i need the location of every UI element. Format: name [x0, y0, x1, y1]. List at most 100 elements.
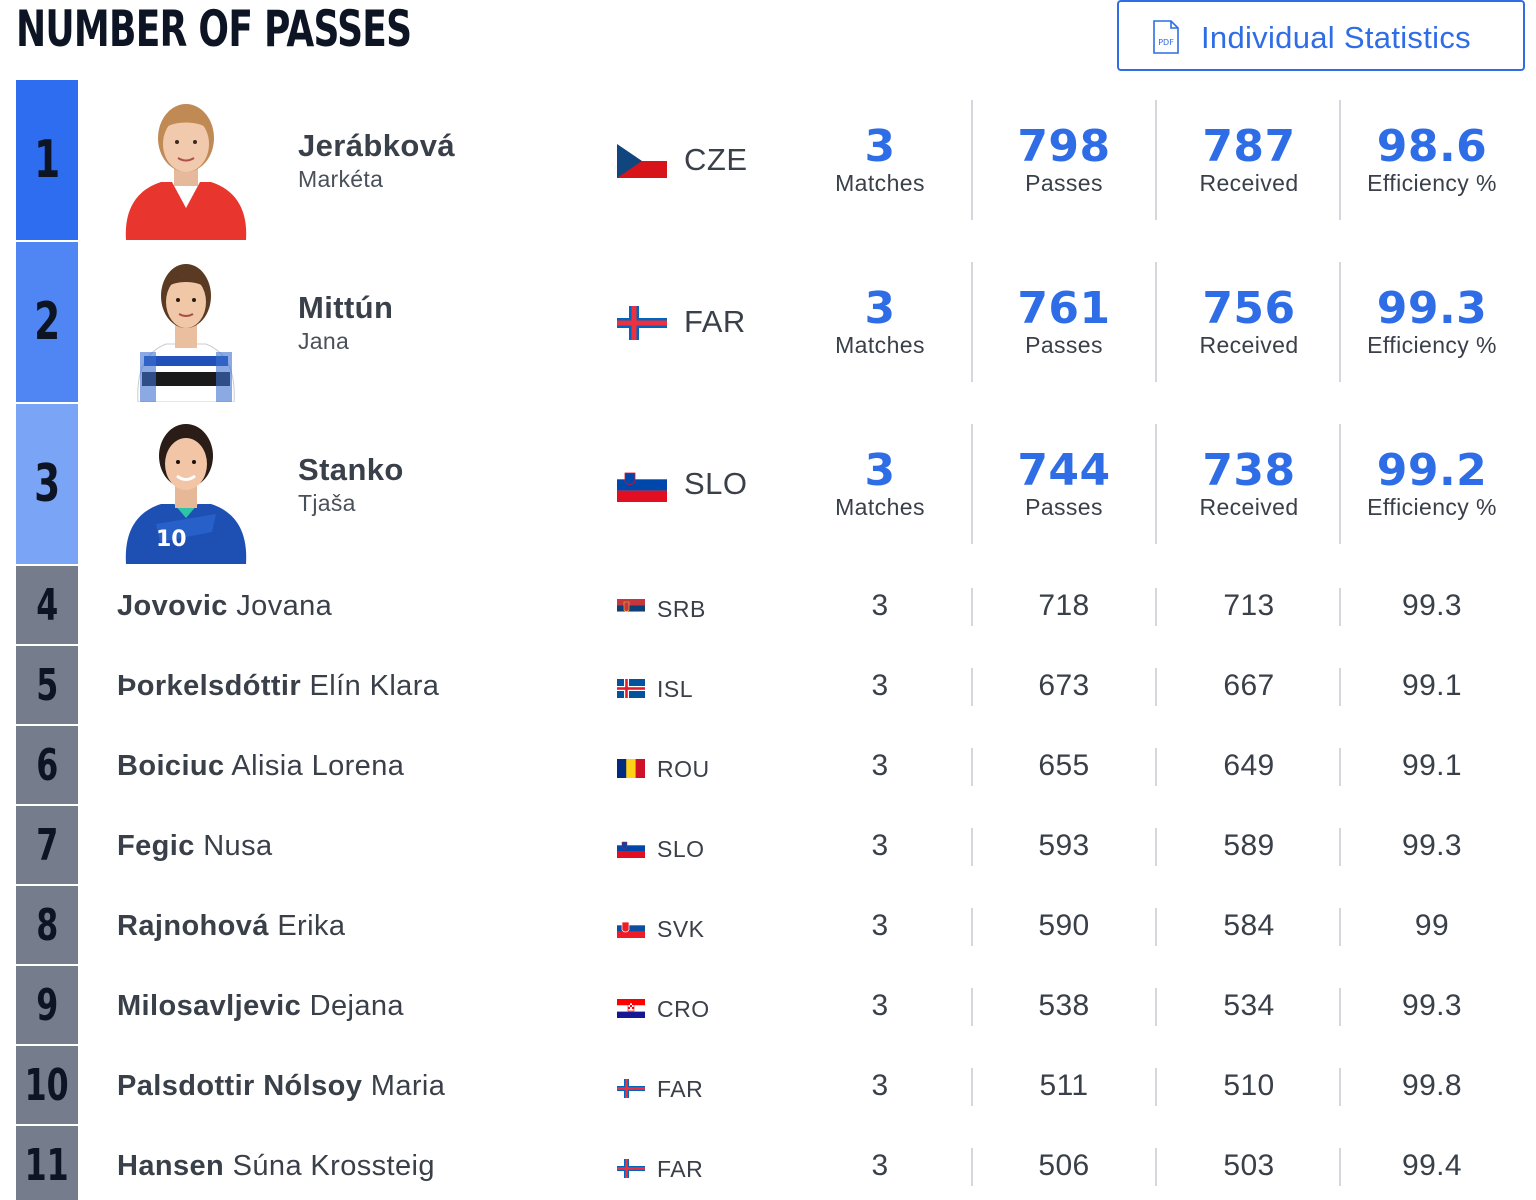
received-cell: 534 — [1223, 989, 1275, 1022]
country-code: FAR — [657, 1076, 704, 1102]
efficiency-cell: 99.4 — [1402, 1149, 1462, 1182]
column-divider — [1339, 908, 1341, 946]
passes-stat: 761 Passes — [1017, 283, 1111, 359]
matches-cell: 3 — [871, 749, 889, 782]
player-row[interactable]: 9 Milosavljevic Dejana CRO 3 538 534 99.… — [16, 966, 1536, 1046]
country-code: ISL — [657, 676, 694, 702]
column-divider — [1339, 828, 1341, 866]
efficiency-stat: 99.3 Efficiency % — [1367, 283, 1497, 359]
matches-cell: 3 — [871, 669, 889, 702]
player-row[interactable]: 4 Jovovic Jovana SRB 3 718 713 99.3 — [16, 566, 1536, 646]
column-divider — [1339, 1148, 1341, 1186]
passes-cell: 538 — [1038, 989, 1090, 1022]
country-code: SVK — [657, 916, 705, 942]
matches-cell: 3 — [871, 589, 889, 622]
player-name: Rajnohová Erika — [117, 910, 346, 942]
rank-badge: 8 — [16, 886, 78, 964]
column-divider — [1339, 748, 1341, 786]
column-divider — [971, 828, 973, 866]
column-divider — [1339, 100, 1341, 220]
passes-cell: 593 — [1038, 829, 1090, 862]
flag-slo-icon — [617, 839, 645, 858]
country-code: FAR — [657, 1156, 704, 1182]
flag-isl-icon — [617, 679, 645, 698]
received-cell: 510 — [1223, 1069, 1275, 1102]
top-player-row[interactable]: 2 Mittún Jana FAR 3 Matches 761 Passes 756… — [16, 242, 1536, 404]
column-divider — [1155, 828, 1157, 866]
passes-stat: 744 Passes — [1017, 445, 1111, 521]
column-divider — [1155, 424, 1157, 544]
flag-slo-icon — [617, 468, 667, 502]
received-cell: 713 — [1223, 589, 1275, 622]
matches-cell: 3 — [871, 829, 889, 862]
flag-cro-icon — [617, 999, 645, 1018]
passes-cell: 511 — [1039, 1069, 1089, 1102]
efficiency-cell: 99 — [1414, 909, 1450, 942]
player-row[interactable]: 6 Boiciuc Alisia Lorena ROU 3 655 649 99… — [16, 726, 1536, 806]
matches-stat: 3 Matches — [835, 283, 925, 359]
received-cell: 649 — [1223, 749, 1275, 782]
column-divider — [1155, 262, 1157, 382]
column-divider — [1155, 748, 1157, 786]
pdf-button-label: Individual Statistics — [1201, 20, 1471, 55]
column-divider — [1155, 908, 1157, 946]
flag-far-icon — [617, 1079, 645, 1098]
flag-far-icon — [617, 1159, 645, 1178]
column-divider — [971, 988, 973, 1026]
player-row[interactable]: 7 Fegic Nusa SLO 3 593 589 99.3 — [16, 806, 1536, 886]
player-name: Boiciuc Alisia Lorena — [117, 750, 405, 782]
efficiency-cell: 99.1 — [1402, 749, 1462, 782]
player-name: Jovovic Jovana — [117, 590, 333, 622]
column-divider — [1339, 668, 1341, 706]
player-row[interactable]: 10 Palsdottir Nólsoy Maria FAR 3 511 510… — [16, 1046, 1536, 1126]
column-divider — [1339, 1068, 1341, 1106]
rank-badge: 11 — [16, 1126, 78, 1200]
column-divider — [971, 424, 973, 544]
player-name: Hansen Súna Krossteig — [117, 1150, 435, 1182]
flag-rou-icon — [617, 759, 645, 778]
svg-text:PDF: PDF — [1158, 38, 1174, 47]
received-stat: 787 Received — [1199, 121, 1299, 197]
player-surname: Mittún — [298, 290, 394, 325]
received-cell: 503 — [1223, 1149, 1275, 1182]
flag-cze-icon — [617, 144, 667, 178]
rank-badge: 6 — [16, 726, 78, 804]
flag-far-icon — [617, 306, 667, 340]
column-divider — [1155, 1068, 1157, 1106]
country-code: CZE — [684, 142, 748, 177]
matches-cell: 3 — [871, 1149, 889, 1182]
player-row[interactable]: 5 Þorkelsdóttir Elín Klara ISL 3 673 667… — [16, 646, 1536, 726]
player-firstname: Markéta — [298, 166, 384, 192]
individual-statistics-pdf-button[interactable]: PDF Individual Statistics — [1117, 0, 1525, 71]
column-divider — [1155, 100, 1157, 220]
rank-badge: 2 — [16, 242, 78, 402]
rank-badge: 1 — [16, 80, 78, 240]
efficiency-cell: 99.3 — [1402, 589, 1462, 622]
country-code: ROU — [657, 756, 710, 782]
column-divider — [1155, 588, 1157, 626]
received-stat: 738 Received — [1199, 445, 1299, 521]
passes-cell: 506 — [1038, 1149, 1090, 1182]
top-player-row[interactable]: 3 10 Stanko Tjaša SLO 3 Matches 744 Passes… — [16, 404, 1536, 566]
matches-cell: 3 — [871, 989, 889, 1022]
country-code: FAR — [684, 304, 746, 339]
matches-cell: 3 — [871, 909, 889, 942]
passes-cell: 590 — [1038, 909, 1090, 942]
country-code: CRO — [657, 996, 710, 1022]
column-divider — [971, 1068, 973, 1106]
player-photo: 10 — [125, 424, 247, 564]
passes-stat: 798 Passes — [1017, 121, 1111, 197]
column-divider — [1155, 668, 1157, 706]
column-divider — [1339, 588, 1341, 626]
rank-badge: 4 — [16, 566, 78, 644]
player-photo — [137, 264, 235, 402]
rank-badge: 3 — [16, 404, 78, 564]
column-divider — [971, 262, 973, 382]
player-row[interactable]: 8 Rajnohová Erika SVK 3 590 584 99 — [16, 886, 1536, 966]
player-name: Palsdottir Nólsoy Maria — [117, 1070, 446, 1102]
country-code: SLO — [657, 836, 705, 862]
svg-text:10: 10 — [156, 527, 187, 552]
top-player-row[interactable]: 1 Jerábková Markéta CZE 3 Matches 798 Pass… — [16, 80, 1536, 242]
player-row[interactable]: 11 Hansen Súna Krossteig FAR 3 506 503 9… — [16, 1126, 1536, 1200]
matches-cell: 3 — [871, 1069, 889, 1102]
